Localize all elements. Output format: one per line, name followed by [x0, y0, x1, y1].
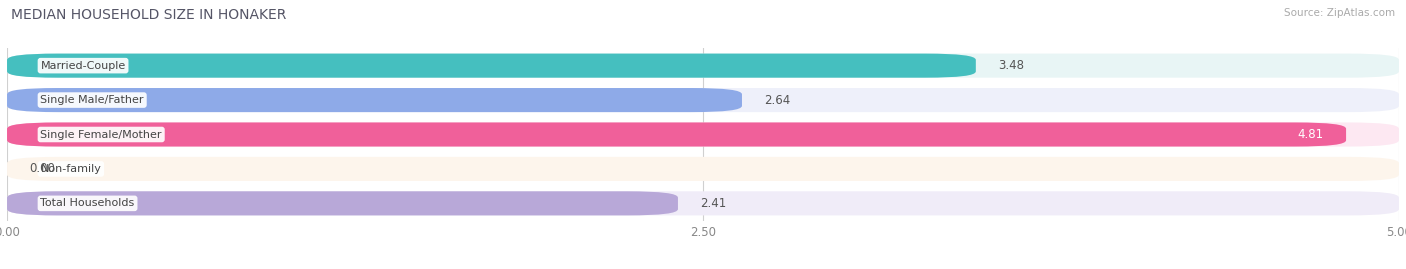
Text: 4.81: 4.81 [1298, 128, 1324, 141]
FancyBboxPatch shape [7, 157, 1399, 181]
Text: 3.48: 3.48 [998, 59, 1024, 72]
Text: Non-family: Non-family [41, 164, 101, 174]
FancyBboxPatch shape [7, 54, 976, 78]
FancyBboxPatch shape [7, 88, 1399, 112]
FancyBboxPatch shape [7, 191, 1399, 215]
Text: Married-Couple: Married-Couple [41, 61, 125, 71]
Text: Source: ZipAtlas.com: Source: ZipAtlas.com [1284, 8, 1395, 18]
Text: 0.00: 0.00 [30, 162, 55, 175]
FancyBboxPatch shape [7, 54, 1399, 78]
Text: 2.41: 2.41 [700, 197, 727, 210]
Text: Total Households: Total Households [41, 198, 135, 208]
Text: 2.64: 2.64 [765, 94, 790, 107]
Text: MEDIAN HOUSEHOLD SIZE IN HONAKER: MEDIAN HOUSEHOLD SIZE IN HONAKER [11, 8, 287, 22]
FancyBboxPatch shape [7, 122, 1346, 147]
FancyBboxPatch shape [7, 191, 678, 215]
Text: Single Female/Mother: Single Female/Mother [41, 129, 162, 140]
FancyBboxPatch shape [7, 122, 1399, 147]
FancyBboxPatch shape [7, 88, 742, 112]
Text: Single Male/Father: Single Male/Father [41, 95, 143, 105]
